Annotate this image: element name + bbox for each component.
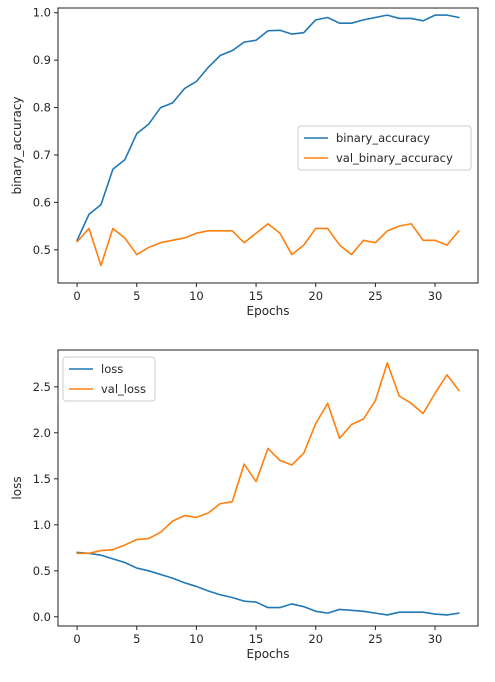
x-tick-label: 5 — [133, 632, 140, 646]
x-tick-label: 25 — [368, 632, 383, 646]
plot-frame — [57, 7, 479, 284]
plot-frame — [57, 349, 479, 627]
legend-label: val_binary_accuracy — [336, 151, 453, 165]
legend-box — [62, 356, 156, 402]
y-tick-label: 0.6 — [33, 195, 51, 209]
y-tick-label: 0.0 — [33, 610, 51, 624]
legend-label: val_loss — [101, 382, 146, 396]
x-tick-label: 20 — [308, 632, 323, 646]
y-tick-label: 0.7 — [33, 148, 51, 162]
y-tick-label: 2.0 — [33, 426, 51, 440]
legend: loss val_loss — [62, 356, 156, 402]
series-line-loss — [76, 551, 460, 616]
y-axis-label: binary_accuracy — [10, 96, 24, 194]
y-tick-label: 0.9 — [33, 53, 51, 67]
x-tick-label: 15 — [249, 289, 264, 303]
x-tick-label: 25 — [368, 289, 383, 303]
chart-panel-1: 0 5 10 15 20 25 30 0.5 0.6 0.7 0.8 0.9 1.0 Epochs bina… — [10, 6, 479, 318]
legend-box — [297, 125, 472, 171]
y-tick-label: 1.5 — [33, 472, 51, 486]
y-tick-label: 0.8 — [33, 101, 51, 115]
series-line-val-binary-accuracy — [76, 222, 460, 267]
x-tick-label: 20 — [308, 289, 323, 303]
x-tick-label: 30 — [428, 289, 443, 303]
y-axis-label: loss — [10, 476, 24, 499]
y-tick-label: 1.0 — [33, 518, 51, 532]
legend-label: binary_accuracy — [336, 131, 430, 145]
series-line-val-loss — [76, 362, 460, 555]
y-tick-label: 2.5 — [33, 380, 51, 394]
x-tick-label: 10 — [189, 289, 204, 303]
x-tick-label: 5 — [133, 289, 140, 303]
x-tick-label: 10 — [189, 632, 204, 646]
y-tick-label: 0.5 — [33, 243, 51, 257]
x-tick-label: 15 — [249, 632, 264, 646]
legend-label: loss — [101, 362, 123, 376]
series-line-binary-accuracy — [76, 14, 460, 242]
x-tick-label: 0 — [73, 632, 80, 646]
x-axis-label: Epochs — [247, 304, 290, 318]
chart-panel-2: 0 5 10 15 20 25 30 0.0 0.5 1.0 1.5 2.0 2.5 Epochs loss… — [10, 349, 479, 661]
y-tick-label: 0.5 — [33, 564, 51, 578]
x-tick-label: 0 — [73, 289, 80, 303]
x-tick-label: 30 — [428, 632, 443, 646]
x-axis-label: Epochs — [247, 647, 290, 661]
legend: binary_accuracy val_binary_accuracy — [297, 125, 472, 171]
y-tick-label: 1.0 — [33, 6, 51, 20]
